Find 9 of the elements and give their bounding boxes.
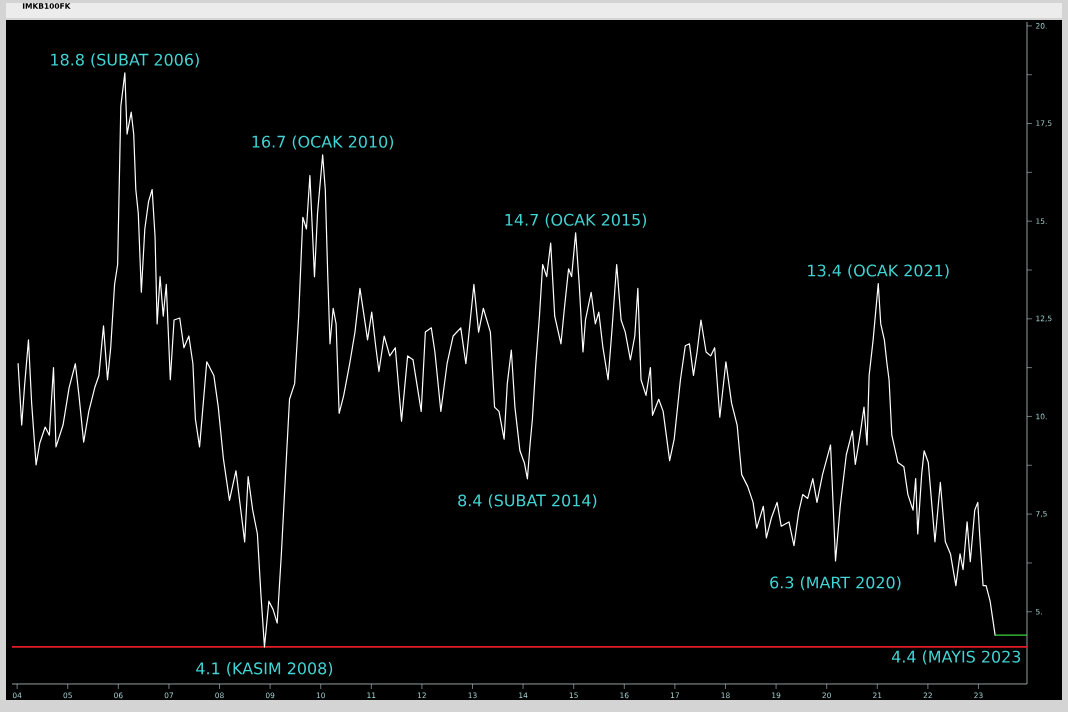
annotation: 8.4 (SUBAT 2014) <box>458 494 597 509</box>
annotation: 4.1 (KASIM 2008) <box>196 662 333 677</box>
line-series <box>17 72 996 648</box>
annotation: 18.8 (SUBAT 2006) <box>51 53 199 68</box>
annotation: 14.7 (OCAK 2015) <box>505 213 647 228</box>
annotation: 4.4 (MAYIS 2023 <box>891 650 1021 665</box>
annotation: 6.3 (MART 2020) <box>770 576 901 591</box>
annotation: 16.7 (OCAK 2010) <box>252 135 394 150</box>
annotation: 13.4 (OCAK 2021) <box>808 264 949 279</box>
